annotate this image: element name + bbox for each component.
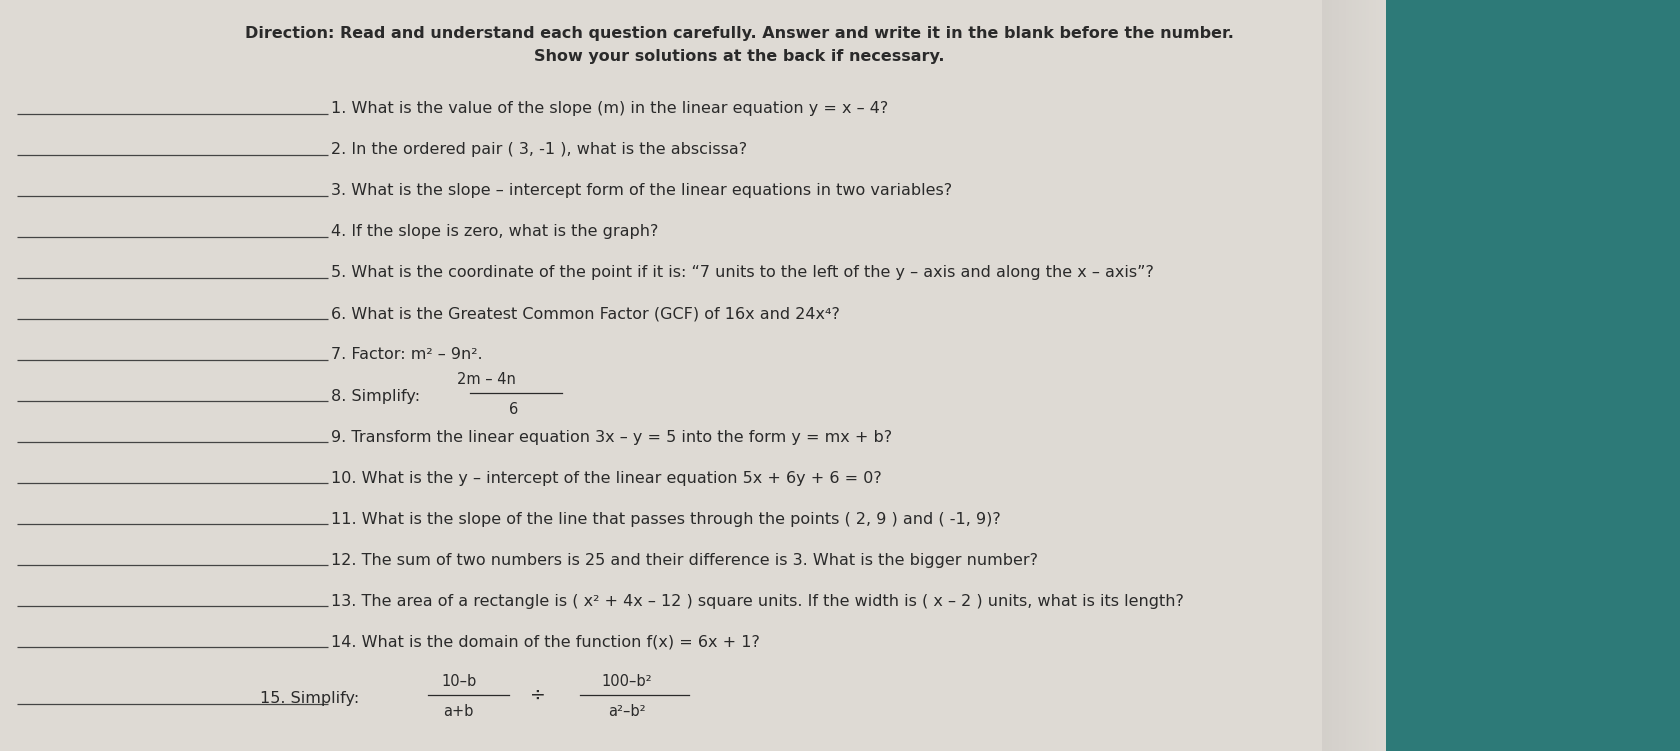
- Bar: [1386, 0, 1680, 751]
- Bar: [1362, 0, 1366, 751]
- Text: 1. What is the value of the slope (m) in the linear equation y = x – 4?: 1. What is the value of the slope (m) in…: [331, 101, 889, 116]
- Text: 11. What is the slope of the line that passes through the points ( 2, 9 ) and ( : 11. What is the slope of the line that p…: [331, 511, 1001, 526]
- Text: Show your solutions at the back if necessary.: Show your solutions at the back if neces…: [534, 49, 944, 64]
- Text: 6: 6: [509, 402, 517, 417]
- Text: 5. What is the coordinate of the point if it is: “7 units to the left of the y –: 5. What is the coordinate of the point i…: [331, 265, 1154, 280]
- Text: Direction: Read and understand each question carefully. Answer and write it in t: Direction: Read and understand each ques…: [245, 26, 1233, 41]
- Text: a²–b²: a²–b²: [608, 704, 645, 719]
- Bar: [1346, 0, 1349, 751]
- Bar: [1329, 0, 1332, 751]
- Text: 3. What is the slope – intercept form of the linear equations in two variables?: 3. What is the slope – intercept form of…: [331, 183, 953, 198]
- Text: 2. In the ordered pair ( 3, -1 ), what is the abscissa?: 2. In the ordered pair ( 3, -1 ), what i…: [331, 143, 748, 158]
- Bar: [1386, 0, 1389, 751]
- Bar: [1352, 0, 1356, 751]
- Text: 14. What is the domain of the function f(x) = 6x + 1?: 14. What is the domain of the function f…: [331, 635, 759, 650]
- Bar: [1383, 0, 1386, 751]
- Bar: [0, 0, 1386, 751]
- Bar: [1342, 0, 1346, 751]
- Text: 12. The sum of two numbers is 25 and their difference is 3. What is the bigger n: 12. The sum of two numbers is 25 and the…: [331, 553, 1038, 568]
- Bar: [1359, 0, 1362, 751]
- Text: 13. The area of a rectangle is ( x² + 4x – 12 ) square units. If the width is ( : 13. The area of a rectangle is ( x² + 4x…: [331, 593, 1184, 608]
- Bar: [1322, 0, 1326, 751]
- Text: 6. What is the Greatest Common Factor (GCF) of 16x and 24x⁴?: 6. What is the Greatest Common Factor (G…: [331, 306, 840, 321]
- Text: 100–b²: 100–b²: [601, 674, 652, 689]
- Text: 4. If the slope is zero, what is the graph?: 4. If the slope is zero, what is the gra…: [331, 225, 659, 240]
- Text: 10–b: 10–b: [442, 674, 475, 689]
- Text: 10. What is the y – intercept of the linear equation 5x + 6y + 6 = 0?: 10. What is the y – intercept of the lin…: [331, 471, 882, 486]
- Text: 15. Simplify:: 15. Simplify:: [260, 691, 360, 706]
- Bar: [1369, 0, 1373, 751]
- Text: 8. Simplify:: 8. Simplify:: [331, 388, 425, 403]
- Text: a+b: a+b: [444, 704, 474, 719]
- Text: 2m – 4n: 2m – 4n: [457, 372, 516, 387]
- Bar: [1376, 0, 1379, 751]
- Bar: [1332, 0, 1336, 751]
- Text: 7. Factor: m² – 9n².: 7. Factor: m² – 9n².: [331, 348, 482, 363]
- Bar: [1356, 0, 1359, 751]
- Bar: [1326, 0, 1329, 751]
- Bar: [1349, 0, 1352, 751]
- Bar: [1339, 0, 1342, 751]
- Text: 9. Transform the linear equation 3x – y = 5 into the form y = mx + b?: 9. Transform the linear equation 3x – y …: [331, 430, 892, 445]
- Bar: [1336, 0, 1339, 751]
- Bar: [1373, 0, 1376, 751]
- Bar: [1379, 0, 1383, 751]
- Text: ÷: ÷: [529, 686, 546, 705]
- Bar: [1366, 0, 1369, 751]
